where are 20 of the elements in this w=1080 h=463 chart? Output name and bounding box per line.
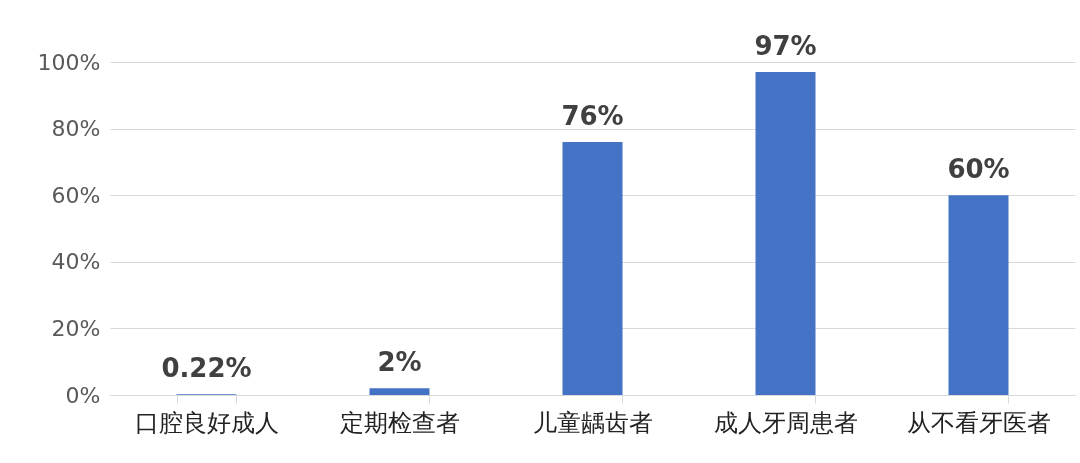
data-label: 97% [754,30,817,61]
bar [369,388,430,395]
data-label: 76% [561,100,624,131]
bar [562,141,623,395]
y-tick-label: 100% [37,49,101,75]
y-tick-label: 80% [51,116,101,142]
y-tick-label: 20% [51,315,101,341]
x-tick-label: 从不看牙医者 [907,408,1051,437]
y-tick-label: 0% [65,382,101,408]
x-tick-label: 儿童龋齿者 [533,408,653,437]
data-label: 2% [377,347,422,378]
bar [948,195,1009,395]
x-tick-label: 定期检查者 [340,408,460,437]
data-label: 0.22% [161,353,252,384]
data-label: 60% [947,154,1010,185]
y-tick-label: 60% [51,182,101,208]
x-tick-label: 成人牙周患者 [714,408,858,437]
x-tick-label: 口腔良好成人 [135,408,279,437]
y-tick-label: 40% [51,249,101,275]
bar [755,71,816,395]
